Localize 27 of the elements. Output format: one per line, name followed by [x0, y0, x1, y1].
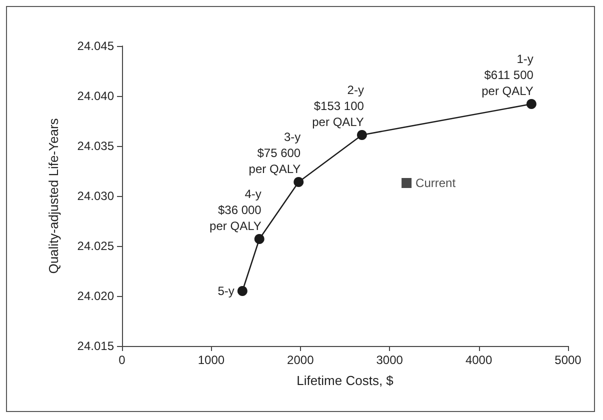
point — [294, 177, 304, 187]
x-axis-title: Lifetime Costs, $ — [296, 373, 394, 388]
point — [526, 99, 536, 109]
y-tick-label: 24.030 — [77, 189, 114, 203]
y-tick-label: 24.020 — [77, 289, 114, 303]
x-tick-label: 0 — [118, 353, 126, 367]
point — [402, 178, 412, 188]
point — [237, 286, 248, 296]
annotation: 1-y $611 500 per QALY — [482, 52, 534, 98]
x-tick-label: 3000 — [376, 353, 404, 367]
y-tick-label: 24.045 — [77, 39, 114, 53]
annotation: 5-y — [218, 284, 234, 298]
y-tick-label: 24.040 — [77, 89, 114, 103]
y-tick-label: 24.025 — [77, 239, 114, 253]
annotation: 4-y $36 000 per QALY — [210, 187, 262, 233]
point — [254, 234, 264, 244]
annotation: 2-y $153 100 per QALY — [312, 83, 364, 129]
annotation: 3-y $75 600 per QALY — [248, 130, 301, 176]
y-tick-label: 24.035 — [77, 139, 114, 153]
point — [356, 130, 367, 140]
y-axis-title: Quality-adjusted Life-Years — [46, 118, 61, 274]
x-tick-label: 4000 — [465, 353, 492, 367]
series-label: Current — [416, 176, 456, 190]
x-tick-label: 2000 — [287, 353, 314, 367]
y-tick-label: 24.015 — [77, 339, 114, 353]
x-tick-label: 1000 — [198, 353, 225, 367]
x-tick-label: 5000 — [554, 353, 582, 367]
